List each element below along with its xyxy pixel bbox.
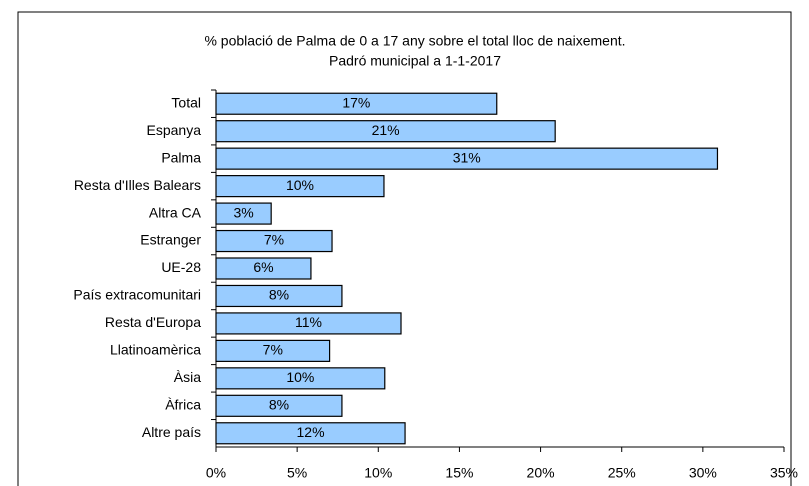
- x-tick-label: 5%: [287, 465, 307, 481]
- y-tick-label: Resta d'Illes Balears: [74, 177, 201, 193]
- y-tick-label: Altra CA: [149, 204, 202, 220]
- bar: [215, 147, 719, 170]
- bar: [215, 394, 343, 417]
- value-label: 21%: [372, 122, 400, 138]
- value-label: 17%: [342, 94, 370, 110]
- bar: [215, 312, 402, 335]
- value-label: 8%: [269, 397, 289, 413]
- value-label: 7%: [264, 232, 284, 248]
- y-tick-label: Palma: [161, 149, 201, 165]
- x-tick-label: 0%: [206, 465, 226, 481]
- y-tick-label: Espanya: [147, 122, 202, 138]
- bar: [215, 257, 312, 280]
- value-label: 3%: [233, 204, 253, 220]
- y-tick-label: Àsia: [174, 369, 201, 385]
- x-tick-label: 35%: [770, 465, 798, 481]
- value-label: 10%: [286, 177, 314, 193]
- value-label: 12%: [297, 424, 325, 440]
- value-label: 11%: [295, 314, 322, 330]
- y-tick-label: País extracomunitari: [73, 287, 201, 303]
- x-tick-label: 20%: [527, 465, 555, 481]
- value-label: 6%: [253, 259, 273, 275]
- x-tick-label: 30%: [689, 465, 717, 481]
- bar: [215, 367, 386, 390]
- y-tick-label: Altre país: [142, 424, 201, 440]
- chart-frame: [17, 11, 792, 486]
- x-tick-label: 10%: [364, 465, 392, 481]
- y-tick-label: Resta d'Europa: [105, 314, 201, 330]
- bar: [215, 175, 385, 198]
- value-label: 8%: [269, 287, 289, 303]
- bar: [215, 339, 331, 362]
- y-tick-label: Total: [171, 94, 201, 110]
- x-tick-label: 25%: [608, 465, 636, 481]
- y-tick-label: Estranger: [140, 232, 201, 248]
- chart-title: % població de Palma de 0 a 17 any sobre …: [204, 33, 625, 49]
- chart-title: Padró municipal a 1-1-2017: [329, 53, 501, 69]
- y-tick-label: Àfrica: [165, 397, 201, 413]
- y-tick-label: UE-28: [161, 259, 201, 275]
- y-tick-label: Llatinoamèrica: [110, 342, 201, 358]
- bar: [215, 422, 406, 445]
- x-tick-label: 15%: [445, 465, 473, 481]
- value-label: 10%: [286, 369, 314, 385]
- value-label: 31%: [453, 149, 481, 165]
- bar: [215, 284, 343, 308]
- bar: [215, 120, 556, 143]
- value-label: 7%: [263, 342, 283, 358]
- bar: [215, 202, 272, 225]
- bar: [215, 92, 498, 115]
- bar: [215, 229, 333, 253]
